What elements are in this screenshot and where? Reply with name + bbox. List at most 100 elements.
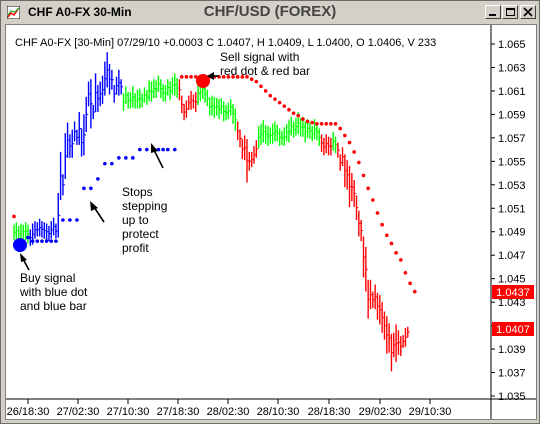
stop-dot — [221, 75, 226, 79]
y-tick-label: 1.065 — [498, 39, 526, 51]
sell-annotation-line: Sell signal with — [220, 50, 299, 64]
y-tick-label: 1.035 — [498, 391, 526, 403]
stop-dot — [375, 211, 380, 215]
stop-dot — [398, 258, 403, 262]
y-tick-label: 1.053 — [498, 180, 526, 192]
stop-dot — [54, 239, 58, 243]
stop-dot — [357, 160, 361, 165]
stop-dot — [333, 121, 338, 126]
chart-header: CHF A0-FX [30-Min] 07/29/10 +0.0003 C 1.… — [15, 37, 436, 49]
x-tick-label: 28/10:30 — [257, 406, 300, 418]
y-tick-label: 1.061 — [498, 86, 526, 98]
stop-dot — [82, 186, 86, 191]
price-axis: 1.065 1.063 1.061 1.059 1.057 1.055 1.053 1.051… — [491, 39, 526, 403]
y-tick-label: 1.059 — [498, 109, 526, 121]
sell-signal-dot — [196, 74, 210, 88]
annotation-arrows — [20, 72, 219, 271]
sell-annotation: Sell signal with red dot & red bar — [220, 50, 310, 78]
stop-dot — [161, 147, 165, 152]
title-bar[interactable]: CHF A0-FX 30-Min CHF/USD (FOREX) — [2, 2, 538, 22]
stop-dot — [259, 84, 263, 89]
stop-dot — [268, 93, 273, 98]
sell-annotation-line: red dot & red bar — [220, 64, 310, 78]
buy-annotation-line: with blue dot — [19, 285, 88, 299]
buy-arrowhead — [20, 253, 27, 262]
stop-dot — [319, 121, 324, 126]
sell-arrowhead — [207, 72, 214, 80]
y-tick-label: 1.051 — [498, 203, 526, 215]
stop-dot — [110, 161, 114, 166]
y-tick-label: 1.045 — [498, 274, 526, 286]
stop-dot — [408, 281, 412, 286]
price-tag-upper-label: 1.0437 — [496, 287, 530, 299]
x-tick-label: 28/02:30 — [207, 406, 250, 418]
y-tick-label: 1.037 — [498, 368, 526, 380]
stop-dot — [240, 75, 245, 79]
stop-dot — [282, 104, 287, 108]
stop-dot — [68, 218, 72, 222]
buy-annotation-line: Buy signal — [20, 271, 75, 285]
stop-dot — [385, 233, 389, 238]
stop-dot — [305, 119, 310, 124]
stop-dot — [324, 121, 329, 126]
y-tick-label: 1.043 — [498, 297, 526, 309]
maximize-button[interactable] — [502, 5, 518, 19]
y-tick-label: 1.049 — [498, 227, 526, 239]
stop-dot — [361, 173, 366, 178]
stop-dot — [296, 113, 301, 118]
chart-app-icon[interactable] — [7, 6, 20, 19]
stop-dot — [310, 120, 315, 125]
x-tick-label: 26/18:30 — [7, 406, 50, 418]
stop-dot — [403, 271, 408, 275]
close-button[interactable] — [520, 5, 536, 19]
minimize-icon — [489, 14, 496, 16]
stops-annotation-line: stepping — [122, 199, 167, 213]
stop-dot — [26, 235, 30, 240]
stop-dot — [61, 218, 65, 222]
x-tick-label: 27/02:30 — [57, 406, 100, 418]
price-chart: 1.065 1.063 1.061 1.059 1.057 1.055 1.053 1.051… — [6, 25, 536, 419]
stop-dot — [343, 133, 347, 138]
stops-arrow-2 — [153, 149, 164, 169]
y-tick-label: 1.063 — [498, 62, 526, 74]
price-tag-lower-label: 1.0407 — [496, 324, 530, 336]
stop-dot — [380, 222, 384, 227]
buy-annotation-line: and blue bar — [20, 299, 87, 313]
stop-dot — [89, 186, 93, 191]
close-icon — [523, 7, 533, 17]
stop-dot — [287, 107, 291, 112]
price-tag-upper: 1.0437 — [492, 285, 534, 299]
maximize-icon — [506, 8, 515, 16]
stop-dot — [172, 147, 177, 152]
stop-dot — [30, 239, 35, 243]
stop-dot — [12, 214, 16, 219]
y-tick-label: 1.047 — [498, 250, 526, 262]
x-tick-label: 29/10:30 — [409, 406, 452, 418]
stops-annotation-line: profit — [122, 241, 149, 255]
stop-dot — [124, 156, 128, 160]
stops-arrow — [93, 206, 105, 223]
stop-dot — [347, 140, 352, 145]
minimize-button[interactable] — [485, 5, 501, 19]
stop-dot — [165, 147, 170, 152]
x-tick-label: 28/18:30 — [308, 406, 351, 418]
stop-dot — [131, 156, 135, 160]
stop-dot — [301, 117, 305, 121]
stops-annotation-line: up to — [122, 213, 149, 227]
stop-dot — [245, 75, 249, 79]
stop-dot — [179, 75, 184, 79]
stop-dot — [263, 89, 268, 93]
stop-dot — [49, 239, 54, 243]
stop-dot — [189, 75, 193, 79]
stop-dot — [226, 75, 231, 79]
stop-dot — [35, 239, 40, 243]
stops-arrowhead — [90, 201, 98, 211]
stop-dot — [329, 121, 333, 126]
y-tick-label: 1.057 — [498, 133, 526, 145]
stops-annotation-line: protect — [122, 227, 159, 241]
price-tag-lower: 1.0407 — [492, 322, 534, 336]
price-bars — [13, 52, 410, 372]
chart-area: 1.065 1.063 1.061 1.059 1.057 1.055 1.053 1.051… — [5, 24, 537, 420]
stop-dot — [249, 77, 254, 81]
stops-annotation: Stops stepping up to protect profit — [122, 185, 171, 255]
